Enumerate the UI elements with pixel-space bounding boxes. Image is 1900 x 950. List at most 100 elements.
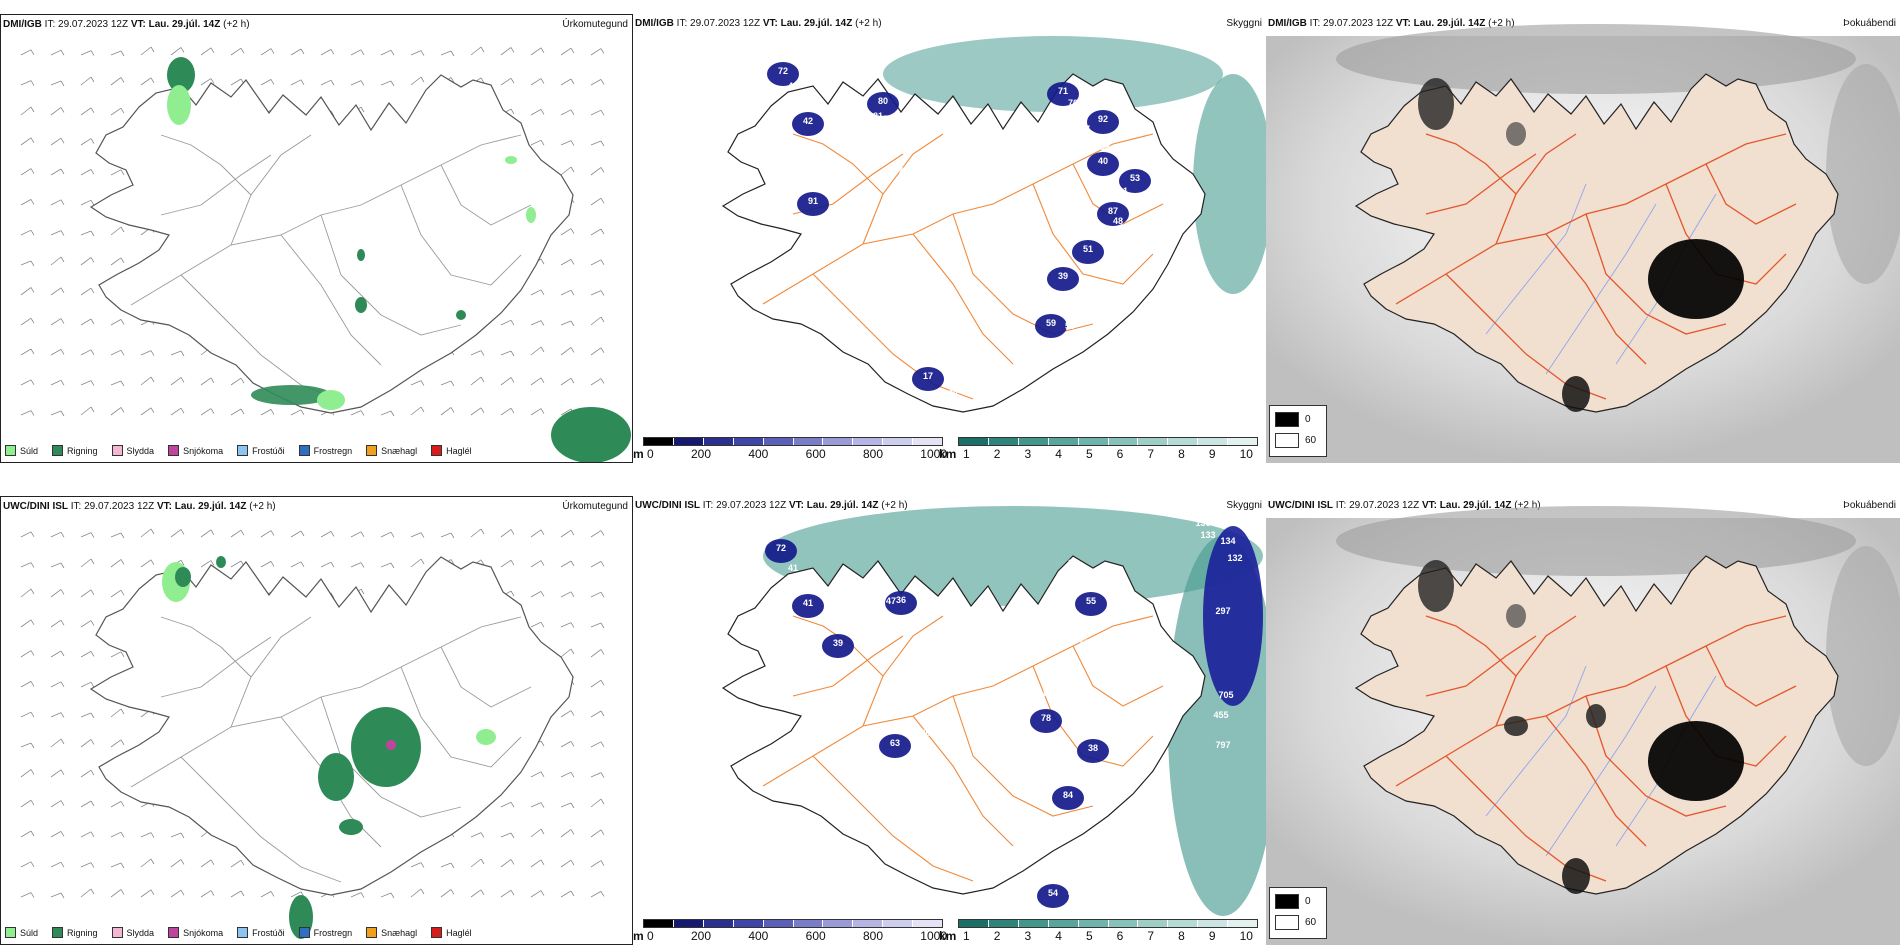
cloud-base-label: 72	[778, 66, 788, 76]
legend-item: Rigning	[52, 445, 98, 456]
cloud-base-label: 45	[1098, 234, 1108, 244]
cloud-base-label: 40	[1098, 156, 1108, 166]
cloud-base-label: 80	[878, 96, 888, 106]
cloud-base-label: 92	[1098, 114, 1108, 124]
panel-title-cloud: Skyggni	[1226, 500, 1262, 511]
cloud-base-unit: m	[633, 447, 644, 461]
cloud-base-label: 85	[1038, 788, 1048, 798]
cloud-base-label: 50	[1065, 321, 1075, 331]
precip-panel-uwc: UWC/DINI ISL IT: 29.07.2023 12Z VT: Lau.…	[0, 496, 633, 945]
legend-item: Haglél	[431, 927, 472, 938]
cloud-base-label: 53	[803, 161, 813, 171]
cloud-base-ticks: 0 200 400 600 800 1000	[647, 929, 947, 943]
legend-label: Rigning	[67, 445, 98, 456]
cloud-base-scale: m 0 200 400 600 800 1000 km 1 2 3 4 5 6 7 8 9 10	[633, 919, 1266, 945]
cloud-base-label: 48	[1113, 216, 1123, 226]
legend-swatch	[111, 445, 123, 456]
cloud-base-label: 41	[803, 598, 813, 608]
cloud-base-label: 92	[1093, 573, 1103, 583]
scale-tick: 8	[1178, 929, 1185, 943]
legend-swatch	[366, 927, 378, 938]
legend-swatch	[5, 927, 16, 938]
scale-tick: 6	[1116, 447, 1124, 461]
cloud-base-label: 47	[878, 114, 888, 124]
precip-legend: Súld Rigning Slydda Snjókoma Frostúði Frostre…	[5, 445, 472, 456]
legend-swatch	[168, 445, 180, 456]
legend-label: Snæhagl	[381, 445, 418, 456]
fog-legend-swatch-0	[1275, 412, 1299, 427]
visibility-label: 134	[1220, 536, 1235, 546]
legend-swatch	[52, 445, 64, 456]
legend-label: Haglél	[446, 927, 472, 938]
cloud-base-label: 81	[873, 111, 883, 121]
legend-item: Slydda	[111, 445, 155, 456]
cloud-base-label: 77	[898, 166, 908, 176]
scale-tick: 5	[1085, 929, 1093, 943]
cloud-panel-dmi: DMI/IGB IT: 29.07.2023 12Z VT: Lau. 29.j…	[633, 14, 1266, 463]
cloud-panel-uwc: UWC/DINI ISL IT: 29.07.2023 12Z VT: Lau.…	[633, 496, 1266, 945]
legend-label: Snjókoma	[183, 927, 224, 938]
scale-tick: 10	[1239, 447, 1253, 461]
fog-map	[1266, 24, 1900, 463]
cloud-base-label: 47	[1080, 124, 1090, 134]
legend-item: Rigning	[52, 927, 98, 938]
scale-tick: 2	[993, 929, 1001, 943]
visibility-colorbar	[958, 919, 1258, 928]
legend-label: Snjókoma	[183, 445, 224, 456]
cloud-base-label: 50	[1125, 146, 1135, 156]
legend-item: Snjókoma	[168, 445, 223, 456]
visibility-label: 133	[1200, 530, 1215, 540]
scale-tick: 3	[1024, 447, 1032, 461]
scale-tick: 0	[647, 447, 654, 461]
cloud-base-label: 87	[1068, 558, 1078, 568]
cloud-base-label: 72	[878, 608, 888, 618]
legend-item: Súld	[5, 445, 38, 456]
legend-label: Frostregn	[313, 445, 353, 456]
cloud-base-label: 80	[1086, 98, 1096, 108]
cloud-base-label: 120	[915, 728, 930, 738]
cloud-base-label: 48	[778, 111, 788, 121]
cloud-base-label: 55	[1086, 596, 1096, 606]
legend-label: Snæhagl	[381, 927, 418, 938]
scale-tick: 9	[1208, 929, 1216, 943]
legend-swatch	[111, 927, 123, 938]
scale-tick: 800	[862, 447, 883, 461]
scale-tick: 7	[1147, 447, 1155, 461]
fog-map	[1266, 506, 1900, 945]
cloud-base-label: 71	[1058, 86, 1068, 96]
fog-panel-uwc: UWC/DINI ISL IT: 29.07.2023 12Z VT: Lau.…	[1266, 496, 1900, 945]
cloud-base-label: 78	[1041, 713, 1051, 723]
legend-item: Snæhagl	[366, 445, 417, 456]
visibility-ticks: 1 2 3 4 5 6 7 8 9 10	[963, 929, 1253, 943]
scale-tick: 9	[1208, 447, 1216, 461]
cloud-base-label: 53	[1130, 194, 1140, 204]
legend-label: Slydda	[126, 445, 155, 456]
cloud-base-label: 117	[1051, 768, 1066, 778]
cloud-base-unit: m	[633, 929, 644, 943]
legend-item: Haglél	[431, 445, 472, 456]
fog-legend-swatch-0	[1275, 894, 1299, 909]
panel-title-precip: Úrkomutegund	[562, 19, 628, 30]
legend-swatch	[237, 927, 249, 938]
panel-title-precip: Úrkomutegund	[562, 501, 628, 512]
fog-legend-swatch-60	[1275, 433, 1299, 448]
cloud-base-label: 56	[1078, 723, 1088, 733]
cloud-base-label: 49	[1106, 258, 1116, 268]
cloud-base-label: 46	[1083, 331, 1093, 341]
visibility-colorbar	[958, 437, 1258, 446]
scale-tick: 6	[1116, 929, 1124, 943]
panel-title-fog: Þokuábendi	[1843, 18, 1896, 29]
legend-label: Frostregn	[313, 927, 353, 938]
cloud-base-label: 87	[1108, 206, 1118, 216]
visibility-label: 797	[1215, 740, 1230, 750]
legend-label: Rigning	[67, 927, 98, 938]
fog-legend: 0 60	[1269, 887, 1327, 939]
legend-swatch	[298, 445, 310, 456]
cloud-base-label: 38	[1100, 142, 1110, 152]
scale-tick: 600	[805, 929, 826, 943]
legend-swatch	[366, 445, 378, 456]
cloud-base-label: 42	[788, 81, 798, 91]
legend-label: Haglél	[446, 445, 472, 456]
